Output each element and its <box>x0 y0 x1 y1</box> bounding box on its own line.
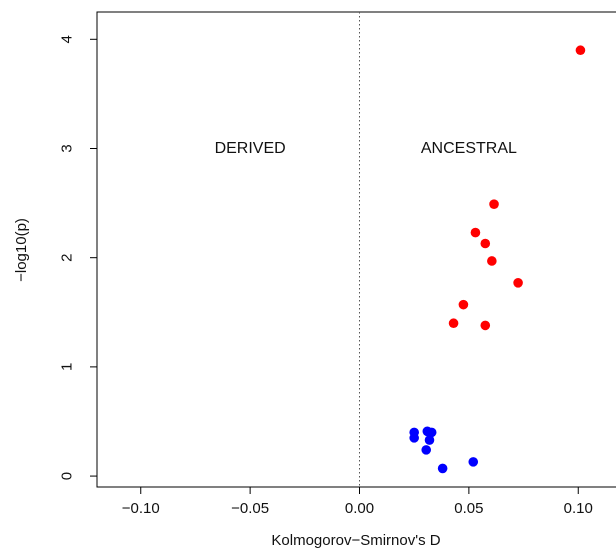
data-point <box>409 433 419 443</box>
x-tick-label: −0.05 <box>231 500 269 517</box>
data-point <box>468 457 479 467</box>
x-tick-label: 0.00 <box>345 500 374 517</box>
y-tick-label: 3 <box>59 144 76 152</box>
y-axis-title: −log10(p) <box>13 218 30 282</box>
data-point <box>421 445 432 455</box>
data-point <box>437 463 448 474</box>
data-point <box>448 318 459 329</box>
data-point <box>489 199 499 209</box>
y-tick-label: 2 <box>59 254 76 262</box>
x-tick-label: 0.10 <box>564 500 593 517</box>
x-axis: −0.10 −0.05 0.00 0.05 0.10 <box>122 487 593 517</box>
data-point <box>424 435 435 445</box>
y-tick-label: 0 <box>59 472 76 480</box>
data-point <box>513 278 523 288</box>
y-axis: 0 1 2 3 4 <box>59 35 97 480</box>
data-point <box>458 299 469 310</box>
data-point <box>480 320 491 331</box>
data-point <box>487 256 497 266</box>
y-tick-label: 4 <box>59 35 76 43</box>
data-point <box>575 45 586 56</box>
annotation-label: ANCESTRAL <box>421 140 517 157</box>
data-point <box>480 238 491 249</box>
x-tick-label: −0.10 <box>122 500 160 517</box>
annotation-label: DERIVED <box>215 140 286 157</box>
data-point <box>470 227 481 238</box>
data-points <box>409 45 586 474</box>
x-axis-title: Kolmogorov−Smirnov's D <box>271 532 440 549</box>
y-tick-label: 1 <box>59 363 76 371</box>
x-tick-label: 0.05 <box>454 500 483 517</box>
annotations: DERIVED ANCESTRAL <box>215 140 517 157</box>
data-point <box>426 427 437 438</box>
